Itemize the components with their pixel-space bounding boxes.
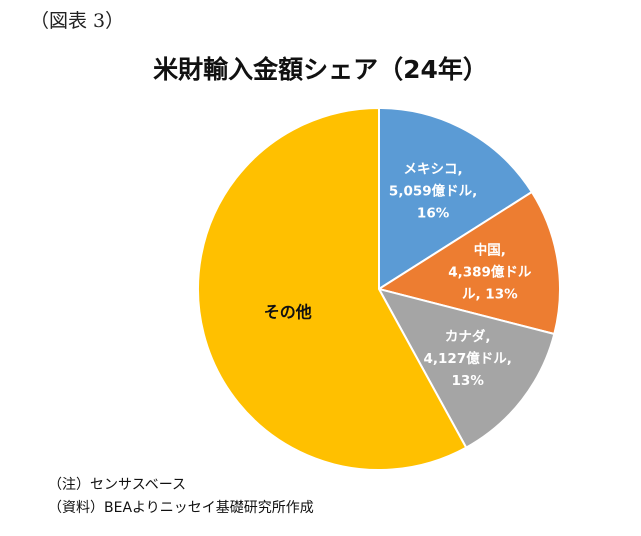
slice-label-line: 13% (452, 373, 485, 389)
pie-slice-0 (378, 106, 534, 291)
slice-label-line: ル, 13% (462, 286, 518, 302)
slice-label-0: メキシコ, 5,059億ドル, 16% (389, 162, 477, 222)
chart-title: 米財輸入金額シェア（24年） (153, 55, 488, 84)
note-text: （注）センサスベース (48, 477, 187, 493)
slice-label-line: 中国, (474, 241, 506, 258)
pie-slice-2 (377, 287, 556, 449)
slice-label-line: 4,127億ドル, (424, 350, 512, 367)
slice-label-3: その他 (264, 302, 312, 321)
slice-label-line: カナダ, (445, 328, 491, 345)
slice-label-1: 中国, 4,389億ドルル, 13% (448, 241, 532, 302)
source-text: （資料）BEAよりニッセイ基礎研究所作成 (48, 500, 314, 516)
pie-slice-1 (376, 190, 561, 336)
slice-label-line: 16% (417, 206, 450, 222)
slice-label-line: 4,389億ドル (448, 263, 532, 280)
slice-label-line: その他 (264, 302, 312, 321)
pie-slice-3 (197, 106, 468, 471)
slice-label-2: カナダ, 4,127億ドル, 13% (424, 328, 512, 389)
slice-label-line: メキシコ, (404, 162, 463, 178)
slice-label-line: 5,059億ドル, (389, 183, 477, 200)
figure-label: （図表 3） (30, 10, 125, 32)
